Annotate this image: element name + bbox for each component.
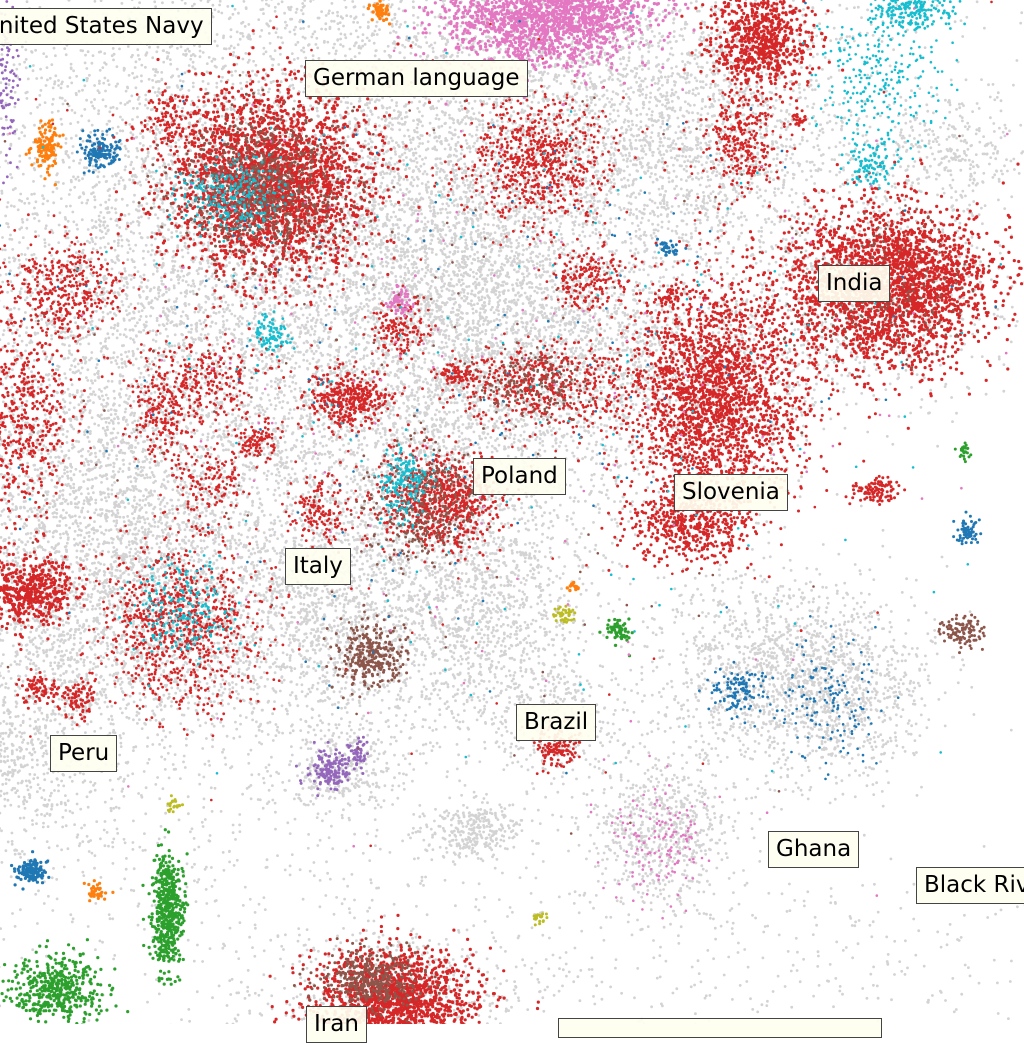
label-german-language: German language (305, 60, 528, 97)
label-italy: Italy (285, 548, 351, 585)
label-black-river: Black River (916, 867, 1024, 904)
label-iran: Iran (306, 1006, 367, 1043)
label-slovenia: Slovenia (674, 474, 788, 511)
label-partial-bottom (558, 1018, 882, 1038)
label-united-states-navy: United States Navy (0, 8, 212, 45)
label-peru: Peru (50, 735, 118, 772)
label-ghana: Ghana (768, 831, 860, 868)
label-india: India (818, 265, 891, 302)
label-poland: Poland (473, 458, 566, 495)
label-brazil: Brazil (516, 704, 597, 741)
